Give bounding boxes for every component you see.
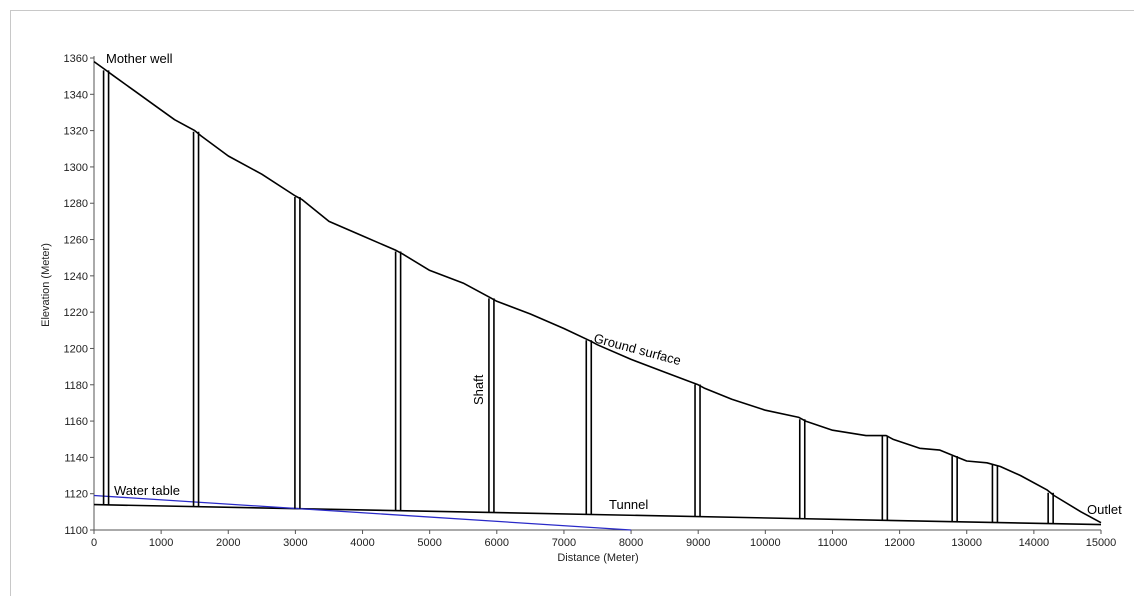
x-tick-label: 0: [91, 537, 97, 549]
y-tick-label: 1300: [64, 162, 88, 174]
x-tick-label: 1000: [149, 537, 173, 549]
y-tick-label: 1360: [64, 53, 88, 65]
y-tick-label: 1340: [64, 89, 88, 101]
x-tick-label: 12000: [884, 537, 915, 549]
y-tick-label: 1320: [64, 126, 88, 138]
x-tick-label: 10000: [750, 537, 781, 549]
x-tick-label: 6000: [485, 537, 509, 549]
tunnel-line: [93, 503, 1102, 526]
y-tick-label: 1200: [64, 343, 88, 355]
shaft-label: Shaft: [471, 374, 486, 405]
water-table-line: [93, 494, 632, 531]
y-axis-title: Elevation (Meter): [40, 243, 52, 327]
x-tick-label: 5000: [417, 537, 441, 549]
y-tick-label: 1140: [64, 452, 88, 464]
y-tick-label: 1100: [64, 525, 88, 537]
mother-well-label: Mother well: [106, 51, 173, 66]
x-tick-label: 8000: [619, 537, 643, 549]
labels-layer: Distance (Meter) Elevation (Meter) Mothe…: [40, 51, 1122, 564]
frame-top-border: [10, 10, 1134, 11]
y-tick-label: 1120: [64, 489, 88, 501]
frame-left-border: [10, 10, 11, 596]
x-tick-label: 14000: [1019, 537, 1050, 549]
x-tick-label: 3000: [283, 537, 307, 549]
axes: 0 1000 2000 3000 4000 5000 6000 7000 8000 9000 100…: [64, 53, 1117, 549]
x-tick-label: 7000: [552, 537, 576, 549]
x-tick-label: 11000: [818, 537, 848, 549]
y-tick-label: 1160: [64, 416, 88, 428]
x-tick-label: 15000: [1086, 537, 1117, 549]
x-tick-label: 4000: [350, 537, 374, 549]
x-tick-label: 2000: [216, 537, 240, 549]
ground-surface-line: [93, 60, 1102, 524]
y-tick-label: 1240: [64, 271, 88, 283]
water-table-label: Water table: [114, 483, 180, 498]
outlet-label: Outlet: [1087, 502, 1122, 517]
y-tick-label: 1180: [64, 380, 88, 392]
x-axis-title: Distance (Meter): [557, 552, 638, 564]
x-tick-label: 13000: [951, 537, 982, 549]
tunnel-label: Tunnel: [609, 497, 648, 512]
y-tick-label: 1260: [64, 235, 88, 247]
series-layer: [93, 60, 1102, 531]
shafts-layer: [102, 70, 1054, 524]
x-tick-label: 9000: [686, 537, 710, 549]
y-tick-label: 1220: [64, 307, 88, 319]
y-tick-label: 1280: [64, 198, 88, 210]
